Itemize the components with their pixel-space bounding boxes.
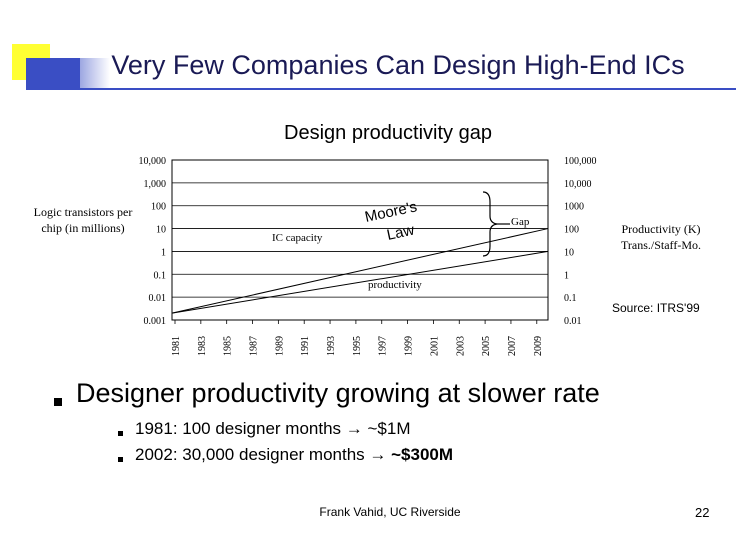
- x-tick-label: 2007: [507, 336, 518, 356]
- sub-bullet-marker: [118, 457, 123, 462]
- x-tick-label: 1993: [326, 336, 337, 356]
- left-tick-label: 1,000: [144, 179, 167, 190]
- x-tick-label: 1995: [352, 336, 363, 356]
- slide-title: Very Few Companies Can Design High-End I…: [111, 50, 685, 80]
- right-tick-label: 1: [564, 270, 569, 281]
- productivity-line: [171, 250, 549, 314]
- x-tick-label: 1983: [197, 336, 208, 356]
- left-tick-label: 0.01: [149, 293, 167, 304]
- plot-frame: [171, 159, 549, 321]
- bullet-marker: [54, 398, 62, 406]
- left-tick-label: 10,000: [139, 156, 167, 167]
- page-number: 22: [695, 505, 710, 520]
- sub-bullet-1-text: 1981: 100 designer months: [135, 419, 346, 438]
- x-tick-label: 1985: [223, 336, 234, 356]
- sub-bullet-2-text: 2002: 30,000 designer months: [135, 445, 370, 464]
- bullet-main: Designer productivity growing at slower …: [76, 378, 600, 408]
- sub-bullet-marker: [118, 431, 123, 436]
- chart-source: Source: ITRS'99: [612, 301, 700, 315]
- left-axis-label: Logic transistors per chip (in millions): [33, 205, 133, 235]
- left-tick-label: 10: [156, 225, 166, 236]
- right-axis-label: Productivity (K) Trans./Staff-Mo.: [620, 222, 701, 252]
- left-tick-label: 1: [161, 247, 166, 258]
- x-tick-label: 1987: [249, 336, 260, 356]
- right-tick-label: 10: [564, 247, 574, 258]
- right-tick-label: 100,000: [564, 156, 597, 167]
- right-tick-label: 100: [564, 225, 579, 236]
- right-tick-label: 0.01: [564, 316, 582, 327]
- title-underline: [26, 88, 736, 90]
- x-tick-label: 1997: [378, 336, 389, 356]
- left-tick-label: 0.1: [154, 270, 167, 281]
- right-tick-label: 10,000: [564, 179, 592, 190]
- moores-law-label-2: Law: [385, 222, 416, 244]
- x-tick-label: 1989: [274, 336, 285, 356]
- footer-text: Frank Vahid, UC Riverside: [319, 505, 461, 519]
- x-tick-label: 1981: [171, 336, 182, 356]
- right-tick-label: 1000: [564, 202, 584, 213]
- left-tick-label: 100: [151, 202, 166, 213]
- x-tick-label: 2005: [481, 336, 492, 356]
- sub-bullet-2: 2002: 30,000 designer months → ~$300M: [135, 445, 453, 465]
- ic-capacity-label: IC capacity: [272, 232, 323, 244]
- x-tick-label: 2001: [429, 336, 440, 356]
- right-tick-label: 0.1: [564, 293, 577, 304]
- productivity-label: productivity: [368, 279, 422, 291]
- arrow-icon: →: [345, 419, 363, 438]
- left-tick-label: 0.001: [144, 316, 167, 327]
- decor-blue-gradient: [50, 58, 110, 88]
- sub-bullet-2-result: ~$300M: [386, 445, 454, 464]
- chart-title: Design productivity gap: [284, 122, 492, 144]
- x-tick-label: 1999: [404, 336, 415, 356]
- sub-bullet-1-result: ~$1M: [362, 419, 411, 438]
- gap-brace: [482, 191, 498, 257]
- x-tick-label: 2003: [455, 336, 466, 356]
- gap-label: Gap: [511, 216, 530, 228]
- x-tick-label: 2009: [533, 336, 544, 356]
- ic-capacity-line: [171, 228, 549, 314]
- sub-bullet-1: 1981: 100 designer months → ~$1M: [135, 419, 411, 439]
- x-tick-label: 1991: [300, 336, 311, 356]
- arrow-icon: →: [369, 445, 387, 464]
